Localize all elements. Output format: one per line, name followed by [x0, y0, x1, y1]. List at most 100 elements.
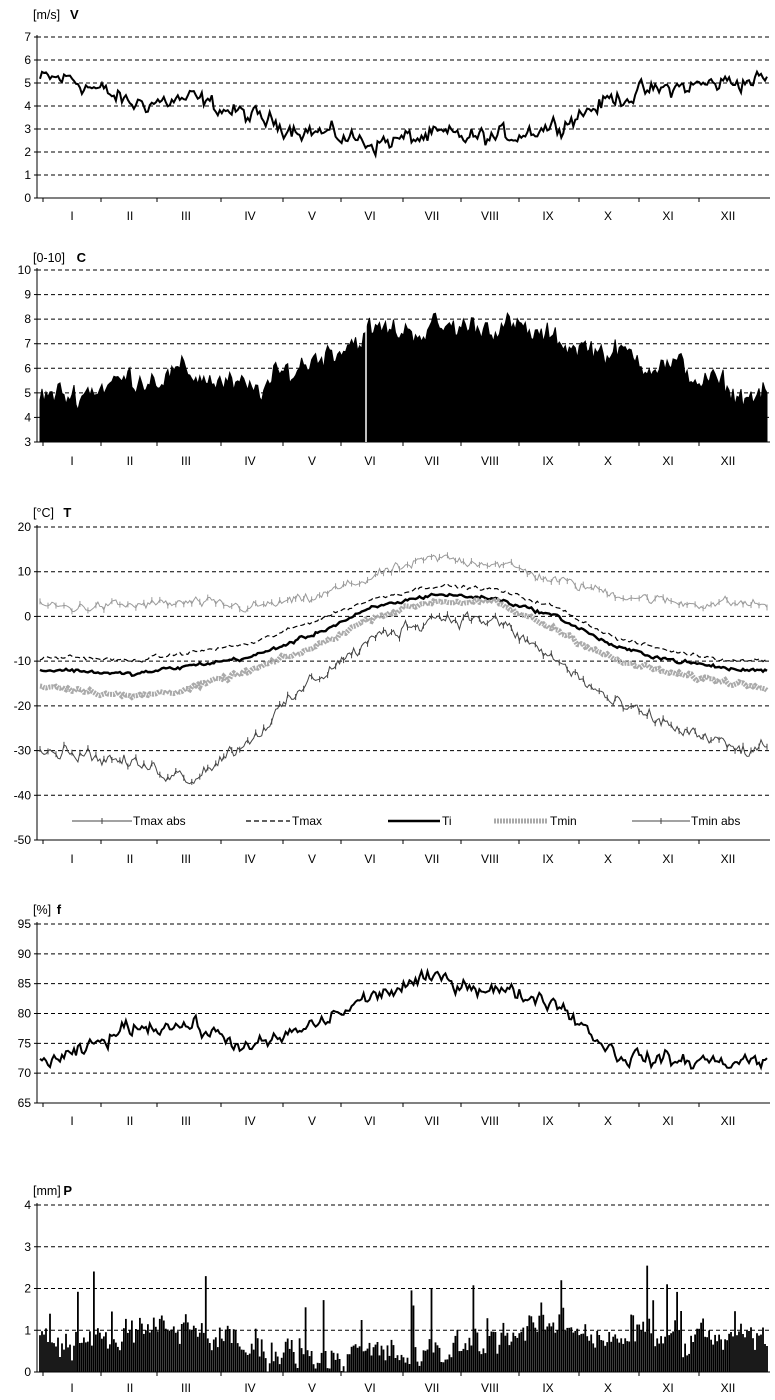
series-line-tmin-abs: [39, 610, 768, 785]
x-tick-label: VI: [364, 852, 375, 866]
y-tick-label: -50: [14, 833, 32, 847]
x-tick-label: VI: [364, 454, 375, 468]
y-tick-label: 7: [24, 30, 31, 44]
x-tick-label: VII: [425, 209, 440, 223]
y-tick-label: 6: [24, 53, 31, 67]
series-line: [39, 69, 768, 159]
y-tick-label: 80: [18, 1007, 32, 1021]
x-tick-label: VIII: [481, 209, 499, 223]
series-line-tmin: [39, 596, 769, 701]
y-tick-label: 1: [24, 1323, 31, 1337]
unit-label: [mm]: [33, 1184, 61, 1198]
y-tick-label: 10: [18, 263, 32, 277]
series-bars: [39, 1265, 768, 1372]
unit-label: [m/s]: [33, 8, 60, 22]
legend-label: Tmin: [550, 814, 577, 828]
x-tick-label: IV: [244, 1381, 255, 1395]
y-tick-label: 0: [24, 1365, 31, 1379]
series-line-tmax: [39, 583, 768, 663]
x-tick-label: X: [604, 852, 612, 866]
y-tick-label: 4: [24, 1198, 31, 1212]
y-tick-label: 2: [24, 1282, 31, 1296]
y-tick-label: 0: [24, 609, 31, 623]
x-tick-label: XI: [662, 454, 673, 468]
y-tick-label: 85: [18, 977, 32, 991]
y-tick-label: 70: [18, 1066, 32, 1080]
y-tick-label: 2: [24, 145, 31, 159]
series-markers: [39, 611, 768, 785]
unit-label: [0-10]: [33, 251, 65, 265]
y-tick-label: 3: [24, 435, 31, 449]
x-tick-label: V: [308, 852, 316, 866]
x-tick-label: VIII: [481, 1381, 499, 1395]
x-tick-label: IV: [244, 852, 255, 866]
x-tick-label: I: [70, 1114, 73, 1128]
x-tick-label: X: [604, 1381, 612, 1395]
y-tick-label: 3: [24, 1240, 31, 1254]
unit-label: [%]: [33, 903, 51, 917]
y-tick-label: -40: [14, 788, 32, 802]
y-tick-label: 8: [24, 312, 31, 326]
x-tick-label: XI: [662, 209, 673, 223]
series-line-ti: [39, 592, 768, 677]
x-tick-label: IX: [542, 209, 553, 223]
x-tick-label: I: [70, 852, 73, 866]
y-tick-label: 5: [24, 76, 31, 90]
y-tick-label: 65: [18, 1096, 32, 1110]
x-tick-label: VII: [425, 454, 440, 468]
x-tick-label: VII: [425, 1381, 440, 1395]
y-tick-label: 3: [24, 122, 31, 136]
legend-label: Tmax abs: [133, 814, 186, 828]
x-tick-label: II: [127, 209, 134, 223]
series-line: [39, 967, 768, 1071]
x-tick-label: IX: [542, 1114, 553, 1128]
legend-label: Tmin abs: [691, 814, 740, 828]
x-tick-label: VIII: [481, 1114, 499, 1128]
x-tick-label: III: [181, 852, 191, 866]
x-tick-label: X: [604, 209, 612, 223]
x-tick-label: XII: [721, 852, 736, 866]
y-tick-label: -10: [14, 654, 32, 668]
variable-symbol: V: [70, 7, 79, 22]
y-tick-label: 75: [18, 1036, 32, 1050]
y-tick-label: -30: [14, 744, 32, 758]
x-tick-label: IV: [244, 454, 255, 468]
x-tick-label: I: [70, 454, 73, 468]
x-tick-label: IV: [244, 209, 255, 223]
variable-symbol: f: [57, 902, 62, 917]
y-tick-label: 9: [24, 288, 31, 302]
x-tick-label: VI: [364, 1381, 375, 1395]
series-line-tmax-abs: [39, 554, 768, 613]
x-tick-label: IV: [244, 1114, 255, 1128]
x-tick-label: I: [70, 209, 73, 223]
series-bars: [39, 312, 768, 443]
y-tick-label: 95: [18, 917, 32, 931]
x-tick-label: XII: [721, 454, 736, 468]
legend: Tmax abs Tmax Ti Tmin Tmin abs: [72, 814, 740, 828]
y-tick-label: 4: [24, 410, 31, 424]
x-tick-label: VIII: [481, 852, 499, 866]
x-tick-label: VIII: [481, 454, 499, 468]
y-tick-label: -20: [14, 699, 32, 713]
x-tick-label: XII: [721, 1381, 736, 1395]
x-tick-label: XI: [662, 852, 673, 866]
y-tick-label: 0: [24, 191, 31, 205]
legend-label: Tmax: [292, 814, 322, 828]
y-tick-label: 4: [24, 99, 31, 113]
x-tick-label: III: [181, 1381, 191, 1395]
series-markers: [39, 552, 768, 615]
x-tick-label: III: [181, 209, 191, 223]
x-tick-label: V: [308, 209, 316, 223]
unit-label: [°C]: [33, 506, 54, 520]
x-tick-label: II: [127, 454, 134, 468]
y-tick-label: 6: [24, 361, 31, 375]
x-tick-label: V: [308, 454, 316, 468]
x-tick-label: III: [181, 454, 191, 468]
legend-label: Ti: [442, 814, 452, 828]
x-tick-label: IX: [542, 1381, 553, 1395]
x-tick-label: VI: [364, 209, 375, 223]
